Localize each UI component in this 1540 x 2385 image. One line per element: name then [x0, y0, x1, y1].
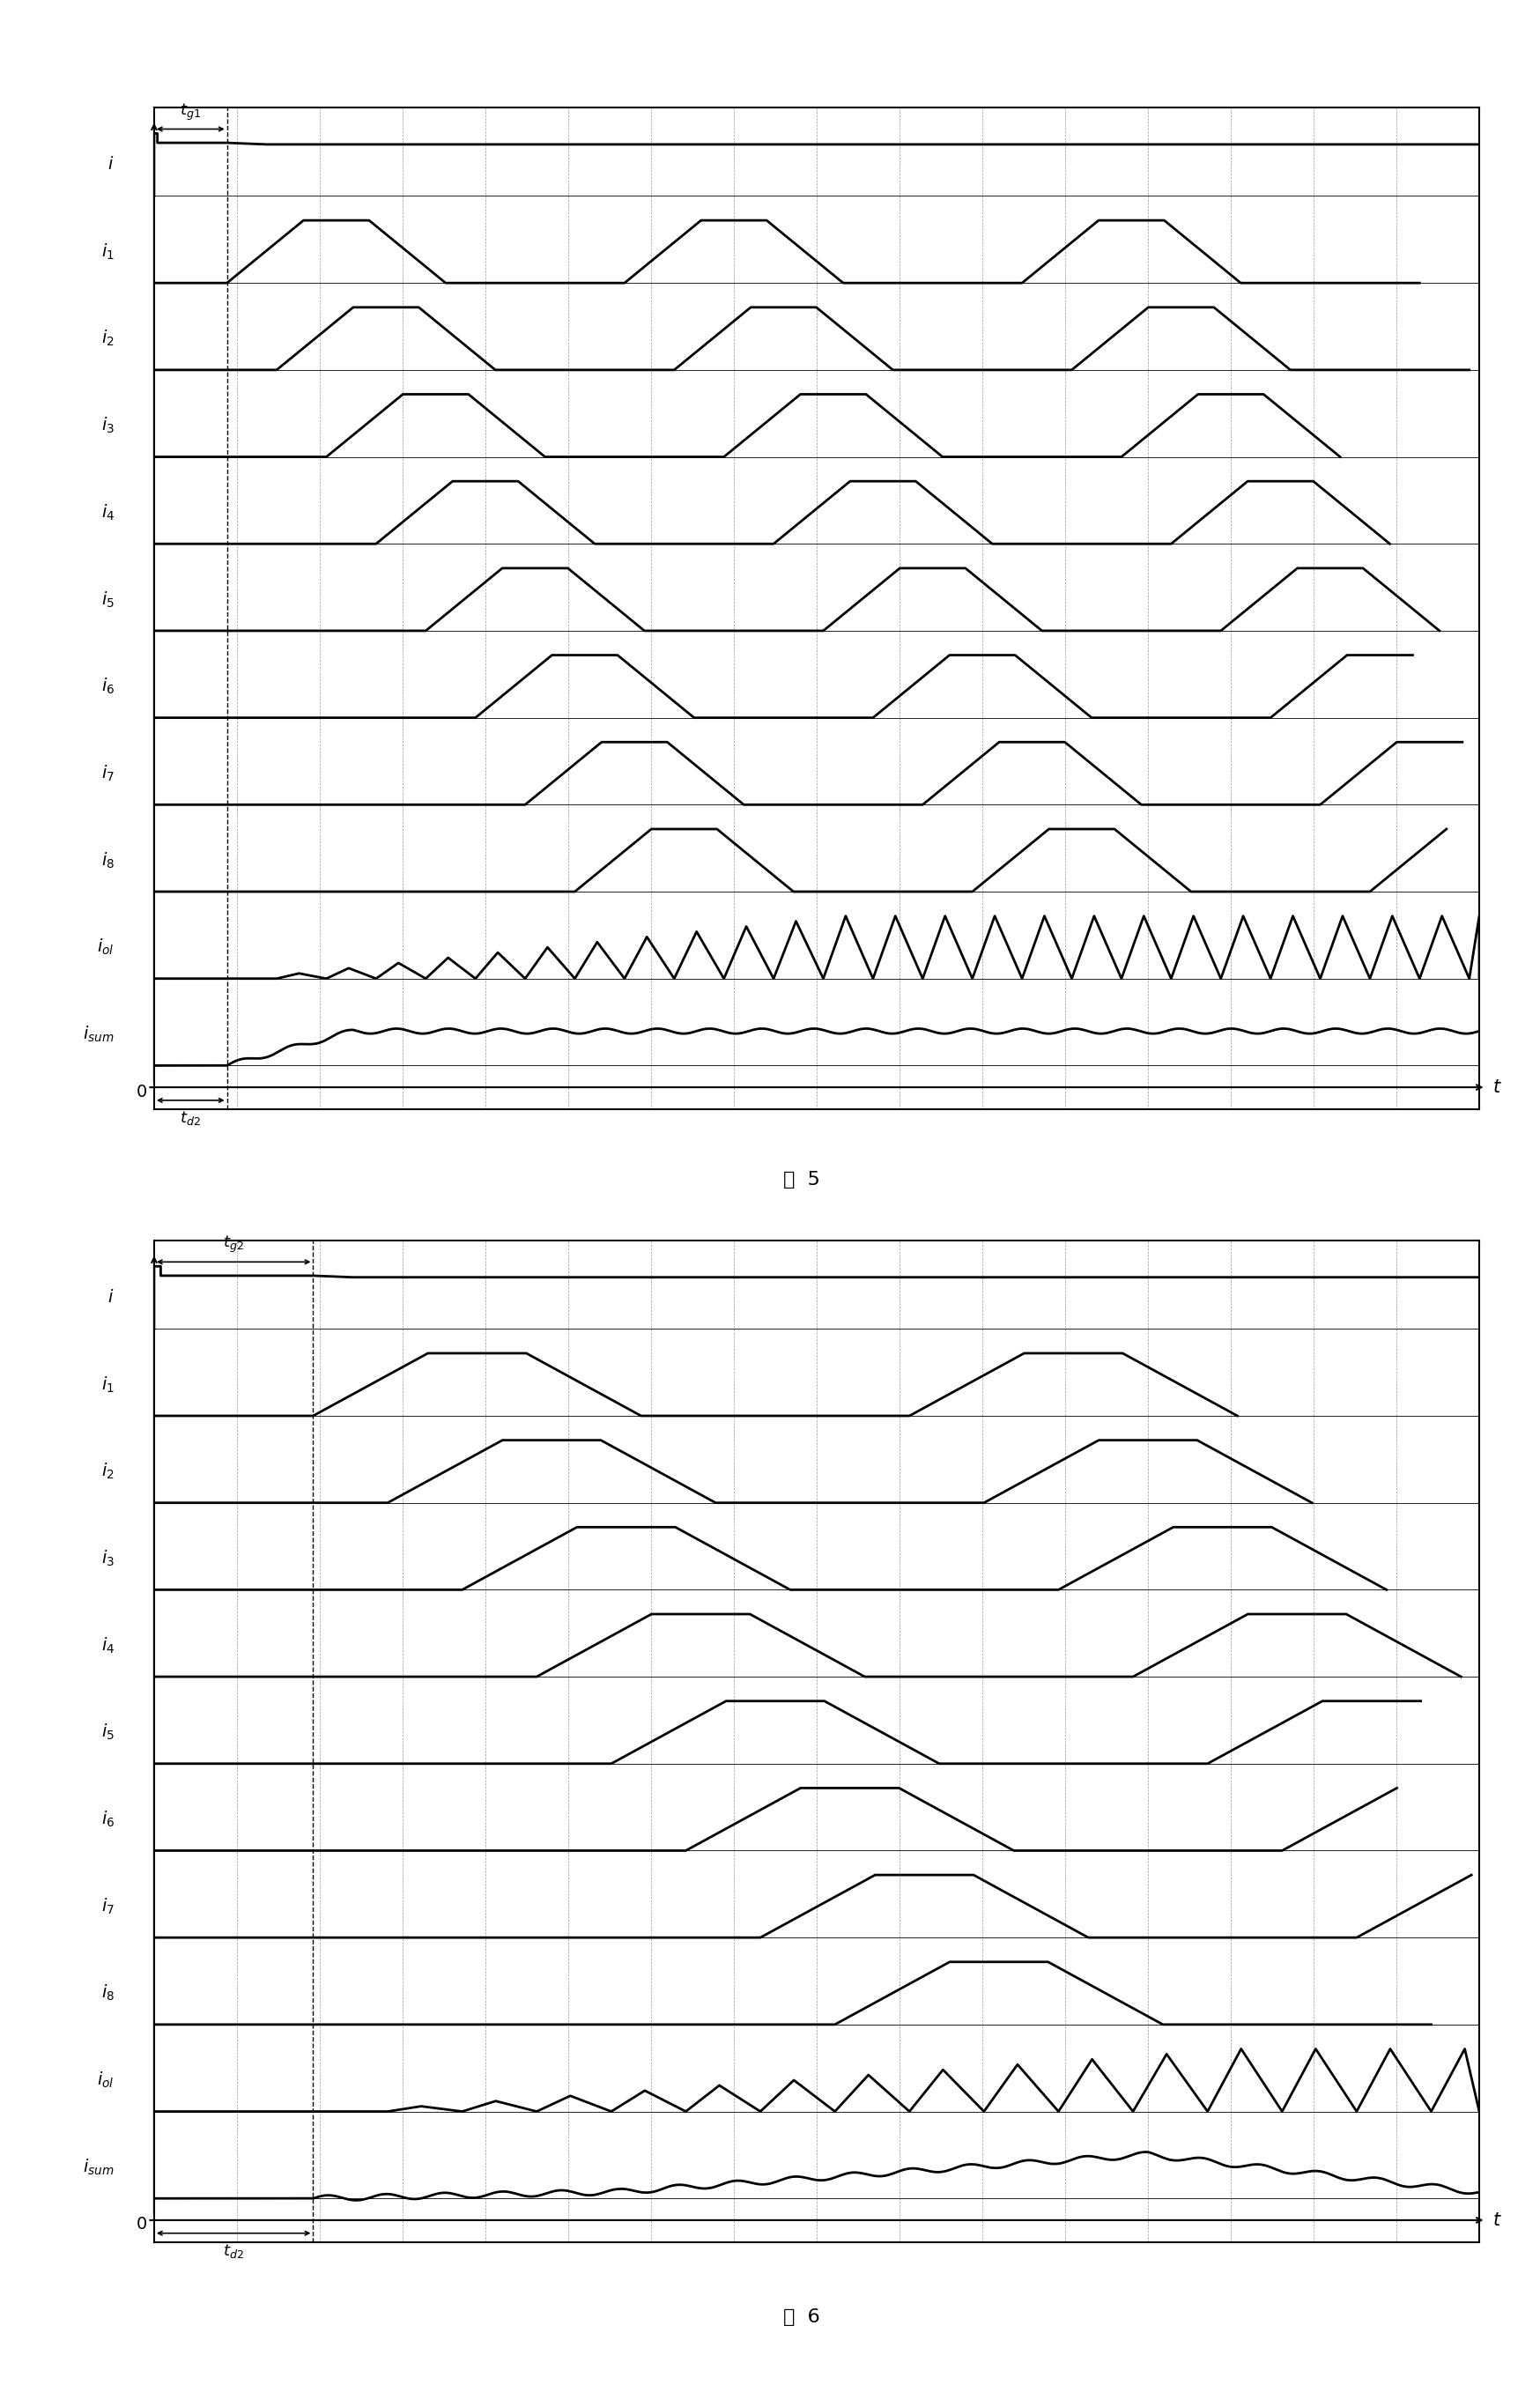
Text: $i_2$: $i_2$	[102, 329, 114, 348]
Text: $t_{g2}$: $t_{g2}$	[223, 1235, 243, 1255]
Text: $i_{ol}$: $i_{ol}$	[97, 2070, 114, 2089]
Text: $i_3$: $i_3$	[102, 415, 114, 436]
Text: $i_8$: $i_8$	[102, 1984, 114, 2003]
Text: $i_7$: $i_7$	[102, 1896, 114, 1915]
Text: $i_6$: $i_6$	[102, 677, 114, 696]
Text: $i$: $i$	[108, 157, 114, 174]
Text: $t_{d2}$: $t_{d2}$	[223, 2242, 243, 2259]
Text: $i_{ol}$: $i_{ol}$	[97, 937, 114, 956]
Text: $i_{sum}$: $i_{sum}$	[83, 2158, 114, 2178]
Text: $i_5$: $i_5$	[102, 589, 114, 608]
Text: $i_4$: $i_4$	[100, 1636, 114, 1655]
Text: $i_2$: $i_2$	[102, 1462, 114, 1481]
Text: $i_1$: $i_1$	[102, 1374, 114, 1395]
Text: 图  6: 图 6	[782, 2309, 819, 2325]
Text: $t$: $t$	[1492, 1078, 1502, 1097]
Text: $0$: $0$	[136, 1083, 148, 1099]
Text: $0$: $0$	[136, 2216, 148, 2232]
Text: $i$: $i$	[108, 1290, 114, 1307]
Text: 图  5: 图 5	[782, 1171, 819, 1188]
Text: $t_{g1}$: $t_{g1}$	[180, 103, 200, 122]
Text: $t$: $t$	[1492, 2211, 1502, 2230]
Text: $i_3$: $i_3$	[102, 1548, 114, 1569]
Text: $i_1$: $i_1$	[102, 241, 114, 262]
Text: $i_6$: $i_6$	[102, 1810, 114, 1829]
Text: $i_8$: $i_8$	[102, 851, 114, 871]
Text: $i_{sum}$: $i_{sum}$	[83, 1026, 114, 1045]
Text: $i_4$: $i_4$	[100, 503, 114, 522]
Text: $i_7$: $i_7$	[102, 763, 114, 782]
Text: $i_5$: $i_5$	[102, 1722, 114, 1741]
Text: $t_{d2}$: $t_{d2}$	[180, 1109, 200, 1126]
